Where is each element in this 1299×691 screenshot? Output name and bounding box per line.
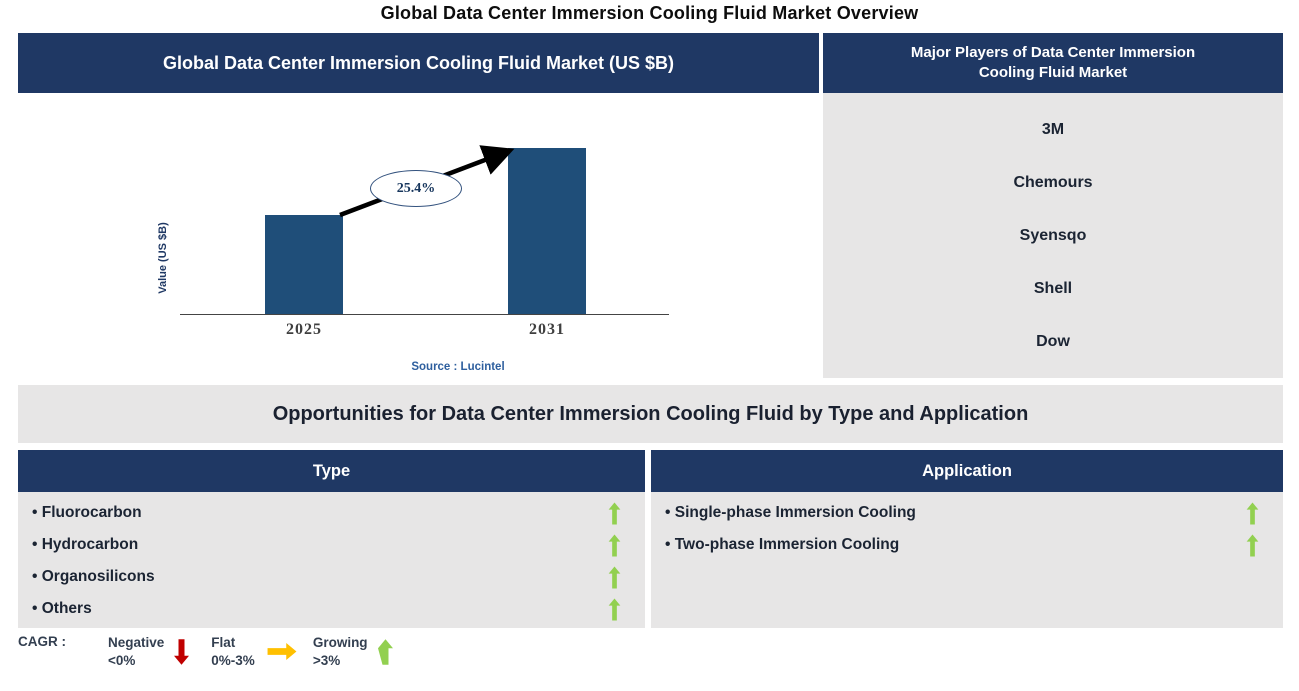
chart-bar-2025 (265, 215, 343, 315)
chart-panel-header: Global Data Center Immersion Cooling Flu… (18, 33, 819, 93)
major-players-title: Major Players of Data Center Immersion C… (910, 43, 1196, 81)
list-item: Others (18, 593, 645, 625)
opportunities-title: Opportunities for Data Center Immersion … (18, 385, 1283, 443)
cagr-annotation-ellipse: 25.4% (370, 170, 462, 207)
growing-up-arrow-icon (608, 533, 621, 557)
page-title: Global Data Center Immersion Cooling Flu… (380, 3, 919, 23)
legend-growing-name: Growing (312, 635, 368, 650)
major-players-header: Major Players of Data Center Immersion C… (823, 33, 1283, 93)
player-3m: 3M (1041, 120, 1065, 138)
x-axis-line (180, 314, 669, 315)
x-tick-2025: 2025 (286, 321, 322, 338)
growing-up-arrow-icon (1246, 501, 1259, 525)
x-tick-2031: 2031 (529, 321, 565, 338)
growing-up-arrow-icon (1246, 533, 1259, 557)
cagr-legend: CAGR : Negative <0% Flat 0%-3% Growing >… (18, 634, 415, 669)
legend-flat-range: 0%-3% (211, 652, 255, 668)
application-list: Single-phase Immersion Cooling Two-phase… (651, 492, 1283, 628)
legend-flat-name: Flat (211, 635, 236, 650)
list-item: Fluorocarbon (18, 497, 645, 529)
growing-up-arrow-icon (608, 565, 621, 589)
legend-flat: Flat 0%-3% (211, 634, 313, 669)
growing-up-arrow-icon (377, 638, 393, 665)
growing-up-arrow-icon (608, 501, 621, 525)
cagr-legend-label: CAGR : (18, 634, 66, 649)
list-item: Two-phase Immersion Cooling (651, 529, 1283, 561)
market-bar-chart: Value (US $B) 25.4% 2025 2031 Source : L… (18, 93, 819, 385)
y-axis-label: Value (US $B) (157, 222, 169, 294)
chart-source: Source : Lucintel (411, 361, 505, 373)
growing-up-arrow-icon (608, 597, 621, 621)
cagr-value: 25.4% (396, 180, 436, 196)
negative-down-arrow-icon (174, 638, 190, 665)
legend-negative-range: <0% (108, 652, 136, 668)
player-chemours: Chemours (1013, 173, 1093, 191)
chart-panel-title: Global Data Center Immersion Cooling Flu… (162, 52, 675, 73)
major-players-list: 3M Chemours Syensqo Shell Dow (823, 93, 1283, 378)
legend-negative: Negative <0% (108, 634, 211, 669)
chart-bar-2031 (508, 148, 586, 315)
growth-arrow (339, 145, 515, 218)
legend-negative-name: Negative (108, 635, 165, 650)
type-column-header: Type (18, 450, 645, 492)
player-syensqo: Syensqo (1019, 226, 1087, 244)
list-item: Organosilicons (18, 561, 645, 593)
legend-growing: Growing >3% (313, 634, 415, 669)
type-list: Fluorocarbon Hydrocarbon Organosilicons … (18, 492, 645, 628)
flat-right-arrow-icon (267, 643, 297, 661)
player-dow: Dow (1036, 332, 1070, 350)
application-column-header: Application (651, 450, 1283, 492)
player-shell: Shell (1033, 279, 1073, 297)
legend-growing-range: >3% (312, 652, 341, 668)
list-item: Hydrocarbon (18, 529, 645, 561)
list-item: Single-phase Immersion Cooling (651, 497, 1283, 529)
